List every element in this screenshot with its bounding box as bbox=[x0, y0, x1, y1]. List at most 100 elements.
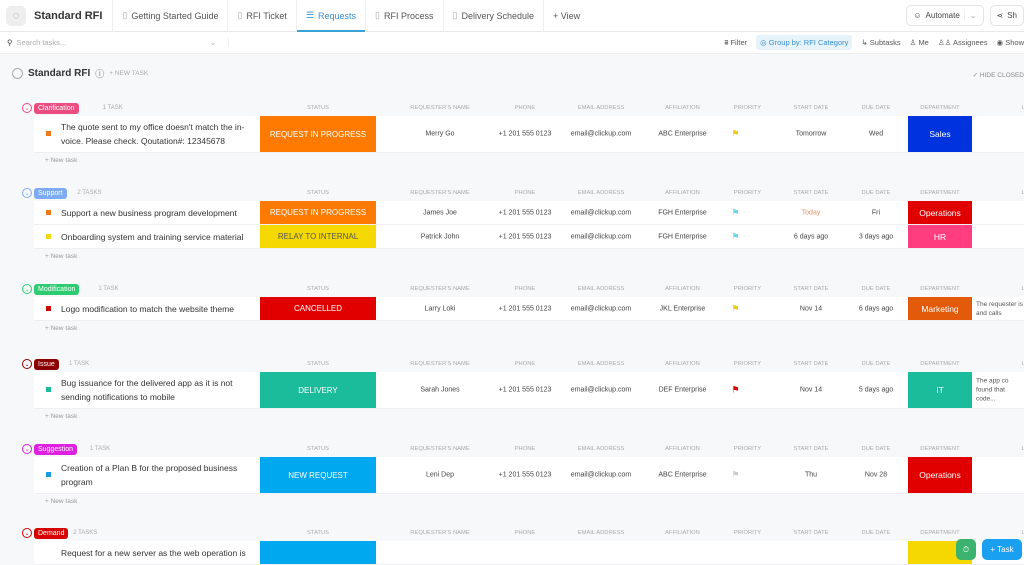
due-cell[interactable]: 5 days ago bbox=[845, 387, 907, 394]
column-header[interactable]: DEPARTMENT bbox=[905, 105, 975, 111]
email-cell[interactable]: email@clickup.com bbox=[563, 131, 639, 138]
start-cell[interactable]: Tomorrow bbox=[780, 131, 842, 138]
column-header[interactable]: LA bbox=[1010, 446, 1024, 452]
timer-button[interactable]: ⏱ bbox=[956, 539, 976, 560]
column-header[interactable]: EMAIL ADDRESS bbox=[565, 105, 637, 111]
column-header[interactable]: DUE DATE bbox=[845, 190, 907, 196]
new-task-button[interactable]: + NEW TASK bbox=[109, 70, 148, 77]
email-cell[interactable]: email@clickup.com bbox=[563, 233, 639, 240]
group-badge[interactable]: Clarification bbox=[34, 103, 79, 114]
task-name[interactable]: Request for a new server as the web oper… bbox=[61, 546, 256, 560]
column-header[interactable]: START DATE bbox=[780, 105, 842, 111]
last-column-cell[interactable]: The requester is and calls bbox=[976, 300, 1024, 318]
due-cell[interactable]: Nov 28 bbox=[845, 472, 907, 479]
column-header[interactable]: PRIORITY bbox=[725, 105, 770, 111]
column-header[interactable]: REQUESTER'S NAME bbox=[385, 446, 495, 452]
status-badge[interactable] bbox=[260, 541, 376, 564]
search-input[interactable]: ⚲Search tasks...⌄ bbox=[7, 38, 229, 47]
tab-getting-started[interactable]: ▯Getting Started Guide bbox=[112, 0, 227, 32]
affiliation-cell[interactable]: ABC Enterprise bbox=[645, 472, 720, 479]
start-cell[interactable]: 6 days ago bbox=[780, 233, 842, 240]
column-header[interactable]: DEPARTMENT bbox=[905, 530, 975, 536]
priority-flag-icon[interactable]: ⚑ bbox=[713, 231, 758, 242]
group-by-button[interactable]: ◎ Group by: RFI Category bbox=[756, 35, 852, 50]
new-task-row[interactable]: + New task bbox=[0, 153, 1024, 169]
column-header[interactable]: LA bbox=[1010, 530, 1024, 536]
department-badge[interactable]: HR bbox=[908, 225, 972, 248]
last-column-cell[interactable]: The app co found that code... bbox=[976, 377, 1024, 404]
requester-cell[interactable]: Larry Loki bbox=[385, 305, 495, 312]
group-badge[interactable]: Suggestion bbox=[34, 444, 77, 455]
subtasks-button[interactable]: ↳ Subtasks bbox=[861, 38, 900, 47]
collapse-icon[interactable]: ⌄ bbox=[22, 103, 32, 113]
table-row[interactable]: Request for a new server as the web oper… bbox=[34, 541, 1024, 565]
start-cell[interactable]: Thu bbox=[780, 472, 842, 479]
hide-closed-button[interactable]: ✓ HIDE CLOSED bbox=[973, 71, 1024, 79]
column-header[interactable]: DUE DATE bbox=[845, 530, 907, 536]
task-name[interactable]: Logo modification to match the website t… bbox=[61, 302, 256, 316]
requester-cell[interactable]: Merry Go bbox=[385, 131, 495, 138]
due-cell[interactable]: 6 days ago bbox=[845, 305, 907, 312]
collapse-icon[interactable] bbox=[12, 68, 23, 79]
status-badge[interactable]: NEW REQUEST bbox=[260, 457, 376, 493]
column-header[interactable]: LA bbox=[1010, 190, 1024, 196]
column-header[interactable]: EMAIL ADDRESS bbox=[565, 190, 637, 196]
phone-cell[interactable]: +1 201 555 0123 bbox=[495, 387, 555, 394]
column-header[interactable]: STATUS bbox=[260, 446, 376, 452]
department-badge[interactable]: Marketing bbox=[908, 297, 972, 320]
tab-delivery-schedule[interactable]: ▯Delivery Schedule bbox=[443, 0, 544, 32]
column-header[interactable]: START DATE bbox=[780, 361, 842, 367]
department-badge[interactable]: Operations bbox=[908, 457, 972, 493]
table-row[interactable]: Support a new business program developme… bbox=[34, 201, 1024, 225]
column-header[interactable]: STATUS bbox=[260, 361, 376, 367]
assignees-button[interactable]: ♙♙ Assignees bbox=[938, 38, 988, 47]
column-header[interactable]: STATUS bbox=[260, 286, 376, 292]
add-view-button[interactable]: + View bbox=[543, 0, 589, 32]
phone-cell[interactable]: +1 201 555 0123 bbox=[495, 472, 555, 479]
column-header[interactable]: AFFILIATION bbox=[645, 446, 720, 452]
collapse-icon[interactable]: ⌄ bbox=[22, 284, 32, 294]
column-header[interactable]: EMAIL ADDRESS bbox=[565, 530, 637, 536]
column-header[interactable]: AFFILIATION bbox=[645, 286, 720, 292]
department-badge[interactable]: Operations bbox=[908, 201, 972, 224]
collapse-icon[interactable]: ⌄ bbox=[22, 188, 32, 198]
affiliation-cell[interactable]: DEF Enterprise bbox=[645, 387, 720, 394]
group-badge[interactable]: Support bbox=[34, 188, 67, 199]
status-badge[interactable]: REQUEST IN PROGRESS bbox=[260, 116, 376, 152]
column-header[interactable]: AFFILIATION bbox=[645, 530, 720, 536]
status-badge[interactable]: RELAY TO INTERNAL bbox=[260, 225, 376, 248]
due-cell[interactable]: Fri bbox=[845, 209, 907, 216]
column-header[interactable]: LA bbox=[1010, 286, 1024, 292]
column-header[interactable]: PHONE bbox=[495, 530, 555, 536]
column-header[interactable]: LA bbox=[1010, 361, 1024, 367]
priority-flag-icon[interactable]: ⚑ bbox=[713, 303, 758, 314]
requester-cell[interactable]: Leni Dep bbox=[385, 472, 495, 479]
status-badge[interactable]: DELIVERY bbox=[260, 372, 376, 408]
department-badge[interactable]: Sales bbox=[908, 116, 972, 152]
collapse-icon[interactable]: ⌄ bbox=[22, 359, 32, 369]
collapse-icon[interactable]: ⌄ bbox=[22, 528, 32, 538]
column-header[interactable]: DEPARTMENT bbox=[905, 190, 975, 196]
column-header[interactable]: START DATE bbox=[780, 190, 842, 196]
requester-cell[interactable]: Patrick John bbox=[385, 233, 495, 240]
column-header[interactable]: PHONE bbox=[495, 286, 555, 292]
group-badge[interactable]: Modification bbox=[34, 284, 79, 295]
new-task-row[interactable]: + New task bbox=[0, 494, 1024, 510]
column-header[interactable]: REQUESTER'S NAME bbox=[385, 530, 495, 536]
column-header[interactable]: PRIORITY bbox=[725, 361, 770, 367]
task-name[interactable]: Onboarding system and training service m… bbox=[61, 230, 256, 244]
column-header[interactable]: REQUESTER'S NAME bbox=[385, 286, 495, 292]
column-header[interactable]: PRIORITY bbox=[725, 286, 770, 292]
task-name[interactable]: Creation of a Plan B for the proposed bu… bbox=[61, 461, 256, 489]
filter-button[interactable]: ⩩ Filter bbox=[724, 38, 747, 48]
task-name[interactable]: Support a new business program developme… bbox=[61, 206, 256, 220]
column-header[interactable]: REQUESTER'S NAME bbox=[385, 105, 495, 111]
priority-flag-icon[interactable]: ⚑ bbox=[713, 207, 758, 218]
phone-cell[interactable]: +1 201 555 0123 bbox=[495, 305, 555, 312]
table-row[interactable]: Creation of a Plan B for the proposed bu… bbox=[34, 457, 1024, 494]
show-button[interactable]: ◉ Show bbox=[997, 38, 1024, 47]
me-button[interactable]: ♙ Me bbox=[910, 38, 929, 47]
column-header[interactable]: PHONE bbox=[495, 105, 555, 111]
new-task-row[interactable]: + New task bbox=[0, 321, 1024, 337]
table-row[interactable]: Logo modification to match the website t… bbox=[34, 297, 1024, 321]
